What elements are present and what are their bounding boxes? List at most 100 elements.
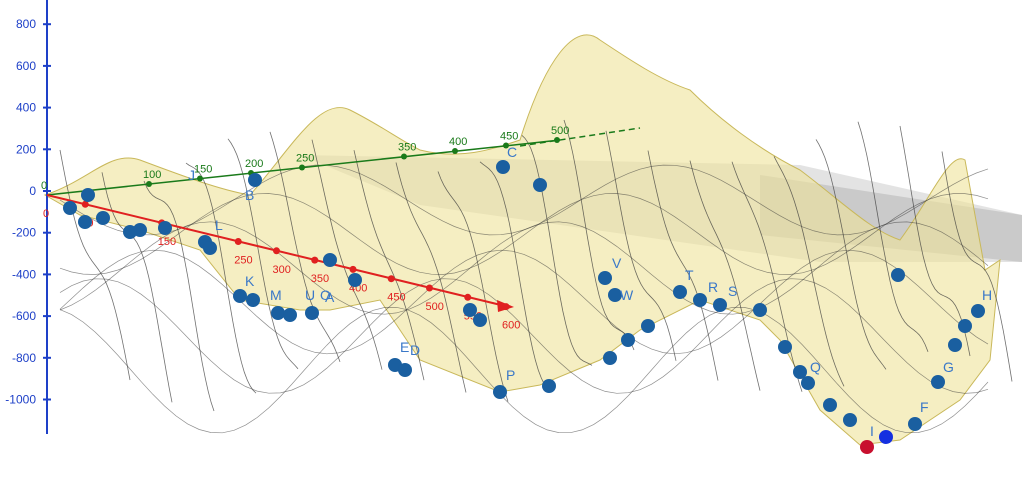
surface-point[interactable]	[823, 398, 837, 412]
surface-point[interactable]	[713, 298, 727, 312]
surface-point[interactable]	[348, 273, 362, 287]
mesh-line	[59, 249, 989, 355]
x-tick-dot	[234, 238, 242, 245]
y-axis-ticks: 0 100 150 200 250 350 400 450 500	[41, 125, 569, 192]
x-tick-label: 500	[426, 301, 444, 313]
surface-point[interactable]	[673, 285, 687, 299]
x-tick-label: 350	[311, 273, 329, 285]
surface-point[interactable]	[971, 304, 985, 318]
z-tick-label: -1000	[5, 393, 36, 407]
point-label: U	[305, 287, 315, 303]
surface-point[interactable]	[248, 173, 262, 187]
surface-point[interactable]	[81, 188, 95, 202]
surface-point[interactable]	[778, 340, 792, 354]
z-tick-label: 200	[16, 142, 36, 156]
x-tick-label: 0	[43, 208, 49, 220]
surface-point[interactable]	[123, 225, 137, 239]
mesh-line	[353, 150, 425, 381]
surface-point[interactable]	[958, 319, 972, 333]
surface-point[interactable]	[641, 319, 655, 333]
x-tick-dot	[426, 284, 433, 292]
highlight-point-blue[interactable]	[879, 430, 893, 444]
mesh-line	[59, 193, 989, 275]
surface-point[interactable]	[908, 417, 922, 431]
surface-point[interactable]	[473, 313, 487, 327]
z-tick-label: -600	[12, 309, 36, 323]
y-tick-label: 400	[449, 136, 467, 148]
mesh-line	[269, 131, 341, 363]
surface-point[interactable]	[598, 271, 612, 285]
mesh-line	[395, 162, 467, 393]
mesh-line	[59, 278, 989, 394]
surface-point[interactable]	[753, 303, 767, 317]
surface-point[interactable]	[603, 351, 617, 365]
surface-point[interactable]	[233, 289, 247, 303]
surface-point[interactable]	[78, 215, 92, 229]
point-label: I	[870, 423, 874, 439]
point-label: E	[400, 339, 409, 355]
z-tick-label: 800	[16, 17, 36, 31]
surface-point[interactable]	[203, 241, 217, 255]
point-label: M	[270, 287, 282, 303]
surface-point[interactable]	[891, 268, 905, 282]
mesh-line	[941, 151, 1013, 382]
surface-point[interactable]	[608, 288, 622, 302]
point-label: F	[920, 399, 929, 415]
x-tick-label: 250	[234, 255, 252, 267]
surface-points	[63, 160, 985, 431]
y-tick-label: 350	[398, 142, 416, 154]
x-tick-label: 150	[158, 236, 176, 248]
surface-point[interactable]	[63, 201, 77, 215]
x-tick-dot	[387, 275, 395, 283]
surface-point[interactable]	[793, 365, 807, 379]
surface-point[interactable]	[493, 385, 507, 399]
point-label: B	[245, 187, 254, 203]
x-axis-ticks: 050150250300350400450500550600	[43, 200, 520, 332]
y-tick-label: 100	[143, 169, 161, 181]
z-tick-label: -400	[12, 267, 36, 281]
y-tick-dot	[503, 142, 509, 149]
surface-point[interactable]	[496, 160, 510, 174]
surface-point[interactable]	[96, 211, 110, 225]
mesh-line	[227, 138, 299, 370]
surface-point[interactable]	[246, 293, 260, 307]
y-tick-dot	[554, 137, 560, 143]
highlight-point-red[interactable]	[860, 440, 874, 454]
surface-point[interactable]	[533, 178, 547, 192]
x-tick-dot	[349, 265, 357, 273]
z-axis-ticks: 800 600 400 200 0 -200 -400 -600 -800 -1000	[5, 17, 51, 407]
surface-point[interactable]	[621, 333, 635, 347]
y-tick-dot	[452, 148, 458, 154]
point-labels: K L J B C DE F G H I M O P Q R S T U VW A	[188, 144, 992, 439]
surface-point[interactable]	[463, 303, 477, 317]
surface-point[interactable]	[948, 338, 962, 352]
surface-point[interactable]	[931, 375, 945, 389]
surface-point[interactable]	[271, 306, 285, 320]
surface-point[interactable]	[542, 379, 556, 393]
surface-point[interactable]	[801, 376, 815, 390]
surface-point[interactable]	[283, 308, 297, 322]
surface-point[interactable]	[843, 413, 857, 427]
z-tick-label: 400	[16, 101, 36, 115]
mesh-line	[143, 180, 215, 412]
surface-point[interactable]	[398, 363, 412, 377]
surface-point[interactable]	[693, 293, 707, 307]
x-tick-dot	[81, 200, 89, 208]
mesh-line	[773, 156, 845, 387]
y-tick-label: 150	[194, 164, 212, 176]
point-label: R	[708, 279, 718, 295]
surface-point[interactable]	[323, 253, 337, 267]
point-label: O	[320, 287, 331, 303]
mesh-line	[59, 221, 989, 315]
z-tick-label: -200	[12, 226, 36, 240]
surface-point[interactable]	[305, 306, 319, 320]
surface-point[interactable]	[158, 221, 172, 235]
x-tick-label: 300	[273, 264, 291, 276]
x-tick-dot	[273, 247, 280, 255]
y-axis-dashed-extension	[519, 127, 641, 147]
surface-back-layer	[43, 34, 1001, 446]
z-tick-label: 600	[16, 59, 36, 73]
mesh-line	[185, 162, 257, 394]
y-tick-label: 250	[296, 153, 314, 165]
